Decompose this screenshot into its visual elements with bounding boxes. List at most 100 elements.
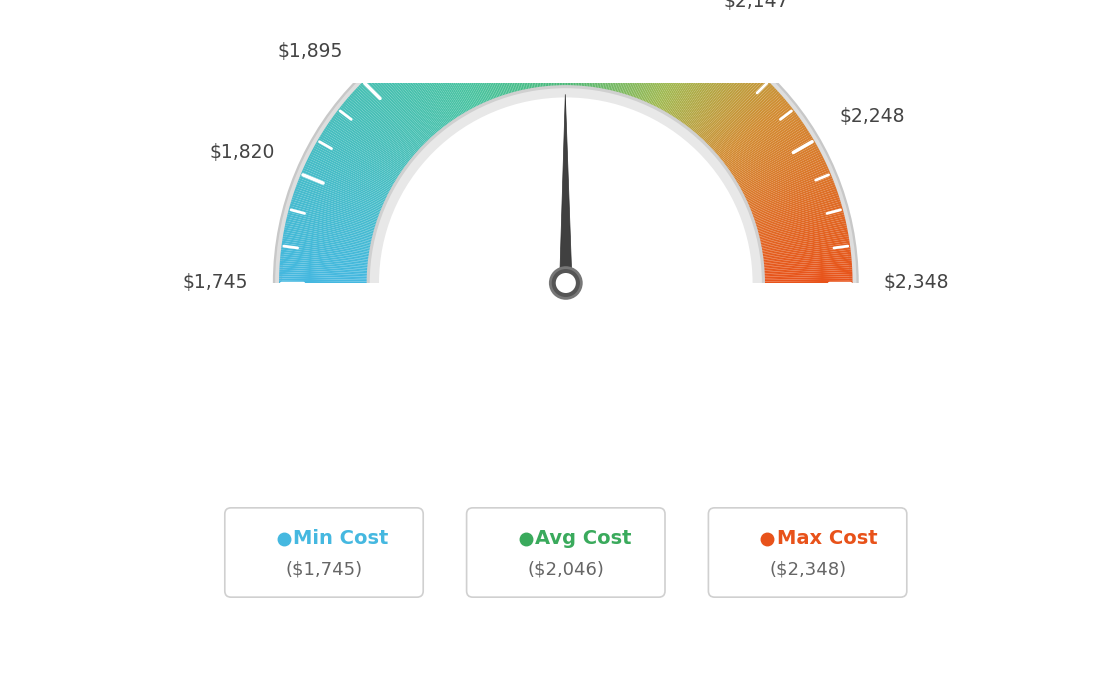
Wedge shape [475,12,505,97]
Wedge shape [392,55,447,127]
Wedge shape [591,1,604,88]
Wedge shape [458,18,493,101]
Wedge shape [296,184,381,217]
Wedge shape [364,79,428,143]
Wedge shape [660,32,704,111]
Wedge shape [444,24,484,106]
Wedge shape [412,41,461,117]
Wedge shape [704,80,768,144]
Wedge shape [286,221,373,242]
Wedge shape [752,188,837,219]
Wedge shape [641,20,678,102]
Wedge shape [432,30,475,110]
Wedge shape [693,65,752,134]
Text: Avg Cost: Avg Cost [534,529,631,548]
Wedge shape [658,31,702,110]
Wedge shape [722,108,794,164]
Wedge shape [333,114,407,168]
Wedge shape [724,112,796,166]
Wedge shape [279,279,369,282]
Wedge shape [288,208,375,233]
Wedge shape [446,23,485,105]
Wedge shape [602,3,619,90]
Wedge shape [675,45,725,120]
Wedge shape [283,234,371,250]
Wedge shape [708,85,773,148]
Wedge shape [677,48,729,121]
Wedge shape [499,6,521,92]
Wedge shape [612,6,635,92]
Wedge shape [561,0,564,87]
Wedge shape [723,110,795,165]
Wedge shape [456,19,491,101]
Wedge shape [352,91,420,152]
Wedge shape [325,126,401,177]
Wedge shape [367,77,429,142]
Wedge shape [763,263,852,270]
Wedge shape [477,11,507,97]
Wedge shape [705,81,771,146]
Wedge shape [550,0,556,87]
Wedge shape [744,159,826,199]
Wedge shape [595,1,611,89]
Wedge shape [761,232,848,249]
Wedge shape [383,62,440,132]
Wedge shape [604,3,624,90]
Wedge shape [508,3,528,90]
Wedge shape [437,27,479,108]
Wedge shape [598,2,615,90]
Wedge shape [688,59,745,130]
Wedge shape [401,48,454,122]
Wedge shape [279,267,369,274]
Wedge shape [368,75,431,141]
Wedge shape [707,83,772,146]
Wedge shape [713,93,781,153]
Wedge shape [647,23,686,105]
Wedge shape [467,15,499,99]
Wedge shape [667,38,713,115]
Wedge shape [556,0,561,87]
Wedge shape [331,117,405,170]
Wedge shape [741,150,820,193]
Wedge shape [279,276,369,280]
Wedge shape [735,136,813,183]
Wedge shape [351,93,418,153]
Wedge shape [294,190,379,221]
Wedge shape [280,252,370,263]
Wedge shape [434,29,476,109]
Text: $2,147: $2,147 [723,0,788,11]
Wedge shape [763,259,851,268]
Wedge shape [284,232,371,249]
Wedge shape [731,126,807,177]
Wedge shape [497,6,520,92]
Wedge shape [361,81,426,146]
Wedge shape [745,164,827,202]
Wedge shape [490,8,516,94]
FancyBboxPatch shape [225,508,423,597]
Wedge shape [634,16,667,99]
Wedge shape [311,150,391,193]
Wedge shape [284,230,372,248]
Wedge shape [442,26,481,106]
Wedge shape [754,195,839,224]
Wedge shape [650,26,690,106]
Wedge shape [687,58,743,129]
Wedge shape [643,21,680,103]
Wedge shape [282,243,370,257]
Wedge shape [484,10,511,95]
Wedge shape [291,199,376,227]
Wedge shape [749,174,831,209]
Wedge shape [683,54,737,126]
Text: ($1,745): ($1,745) [286,560,362,578]
Wedge shape [758,223,847,243]
Wedge shape [750,178,834,212]
Wedge shape [285,223,373,243]
Wedge shape [757,210,843,234]
Wedge shape [309,154,390,195]
Wedge shape [761,234,849,250]
Wedge shape [747,170,830,206]
Wedge shape [623,10,650,95]
Wedge shape [420,37,467,114]
Wedge shape [646,23,683,104]
Wedge shape [730,123,804,174]
